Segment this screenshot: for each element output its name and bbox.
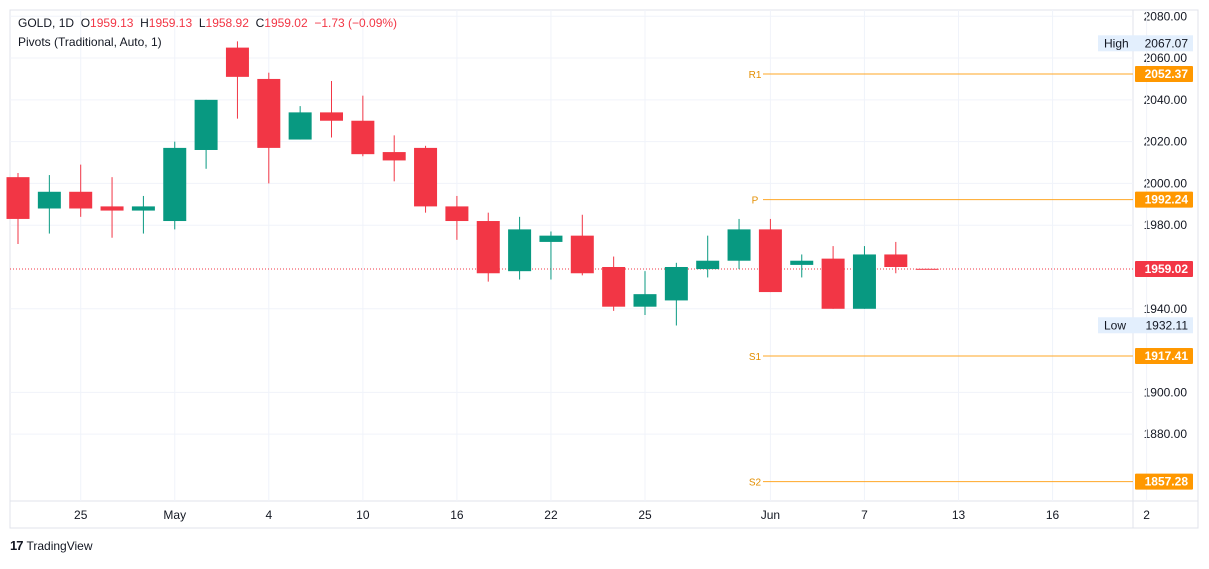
x-tick-label: 10 [356, 508, 370, 522]
candle-body[interactable] [100, 206, 124, 211]
candle-body[interactable] [225, 47, 249, 77]
y-tick-label: 2000.00 [1144, 176, 1188, 190]
x-tick-label: 4 [265, 508, 272, 522]
candle-body[interactable] [194, 99, 218, 150]
pivot-s2-badge [1135, 473, 1193, 490]
candle-body[interactable] [69, 191, 93, 209]
high-value: 1959.13 [148, 16, 193, 30]
y-tick-label: 1980.00 [1144, 218, 1188, 232]
x-tick-label: 22 [544, 508, 558, 522]
pivot-p-badge-text: 1992.24 [1145, 193, 1189, 207]
candle-body[interactable] [288, 112, 312, 140]
candle-body[interactable] [6, 177, 30, 219]
candle-body[interactable] [320, 112, 343, 121]
x-tick-label: 25 [638, 508, 652, 522]
y-tick-label: 1940.00 [1144, 302, 1188, 316]
pivot-s1-badge [1135, 347, 1193, 364]
candle-body[interactable] [633, 294, 657, 307]
y-tick-label: 1880.00 [1144, 427, 1188, 441]
low-title: Low [1104, 318, 1126, 332]
candle-body[interactable] [821, 258, 845, 309]
interval-label[interactable]: 1D [58, 16, 75, 30]
x-tick-label: 13 [952, 508, 966, 522]
symbol-name[interactable]: GOLD [18, 16, 53, 30]
tradingview-footer[interactable]: 17 TradingView [10, 538, 93, 553]
candle-body[interactable] [570, 235, 594, 274]
y-tick-label: 2080.00 [1144, 9, 1188, 23]
high-badge [1098, 35, 1193, 52]
candle-body[interactable] [257, 78, 281, 148]
candle-body[interactable] [727, 229, 751, 261]
pivot-label-p: P [752, 196, 759, 207]
low-value: 1958.92 [205, 16, 249, 30]
y-tick-label: 2020.00 [1144, 135, 1188, 149]
y-tick-label: 2040.00 [1144, 93, 1188, 107]
close-value: 1959.02 [264, 16, 308, 30]
candle-body[interactable] [884, 254, 908, 267]
pivot-r1-badge [1135, 65, 1193, 82]
close-label: C [255, 16, 265, 30]
candle-body[interactable] [131, 206, 155, 211]
chart-legend: GOLD, 1D O1959.13 H1959.13 L1958.92 C195… [18, 14, 397, 52]
x-tick-label: May [163, 508, 186, 522]
x-tick-label: 7 [861, 508, 868, 522]
x-tick-label: 16 [450, 508, 464, 522]
tradingview-logo-icon: 17 [10, 538, 24, 553]
last-price-badge [1135, 261, 1193, 278]
pivot-label-s2: S2 [749, 478, 762, 489]
candle-body[interactable] [508, 229, 532, 272]
x-tick-label: 25 [74, 508, 88, 522]
pivot-s2-badge-text: 1857.28 [1145, 475, 1189, 489]
indicator-name[interactable]: Pivots (Traditional, Auto, 1) [18, 35, 162, 49]
change-value: −1.73 (−0.09%) [314, 16, 398, 30]
pivot-label-s1: S1 [749, 352, 762, 363]
candle-body[interactable] [382, 152, 406, 161]
candle-body[interactable] [37, 191, 61, 209]
candle-body[interactable] [539, 235, 563, 242]
brand-name: TradingView [26, 538, 93, 553]
open-label: O [80, 16, 91, 30]
open-value: 1959.13 [90, 16, 134, 30]
low-badge [1098, 317, 1193, 334]
pivot-r1-badge-text: 2052.37 [1145, 67, 1189, 81]
x-tick-label: 2 [1143, 508, 1150, 522]
candle-body[interactable] [758, 229, 782, 293]
candle-body[interactable] [696, 260, 720, 270]
indicator-legend-row[interactable]: Pivots (Traditional, Auto, 1) [18, 33, 397, 52]
x-tick-label: 16 [1046, 508, 1060, 522]
candle-body[interactable] [852, 254, 876, 309]
pivot-label-r1: R1 [749, 70, 762, 81]
candle-body[interactable] [602, 266, 626, 307]
candle-body[interactable] [163, 147, 187, 222]
high-title: High [1104, 36, 1129, 50]
low-label: L [198, 16, 206, 30]
y-tick-label: 2060.00 [1144, 51, 1188, 65]
candle-body[interactable] [476, 221, 500, 274]
high-value: 2067.07 [1145, 36, 1189, 50]
high-label: H [140, 16, 149, 30]
candle-body[interactable] [790, 260, 814, 265]
last-price-badge-text: 1959.02 [1145, 262, 1189, 276]
candle-body[interactable] [414, 147, 438, 207]
pivot-p-badge [1135, 191, 1193, 208]
pivot-s1-badge-text: 1917.41 [1145, 349, 1189, 363]
symbol-legend-row: GOLD, 1D O1959.13 H1959.13 L1958.92 C195… [18, 16, 398, 30]
candle-body[interactable] [351, 120, 375, 155]
candle-body[interactable] [445, 206, 469, 222]
low-value: 1932.11 [1146, 318, 1189, 332]
x-tick-label: Jun [761, 508, 780, 522]
candle-body[interactable] [915, 268, 939, 270]
y-tick-label: 1900.00 [1144, 385, 1188, 399]
candle-body[interactable] [664, 266, 688, 301]
